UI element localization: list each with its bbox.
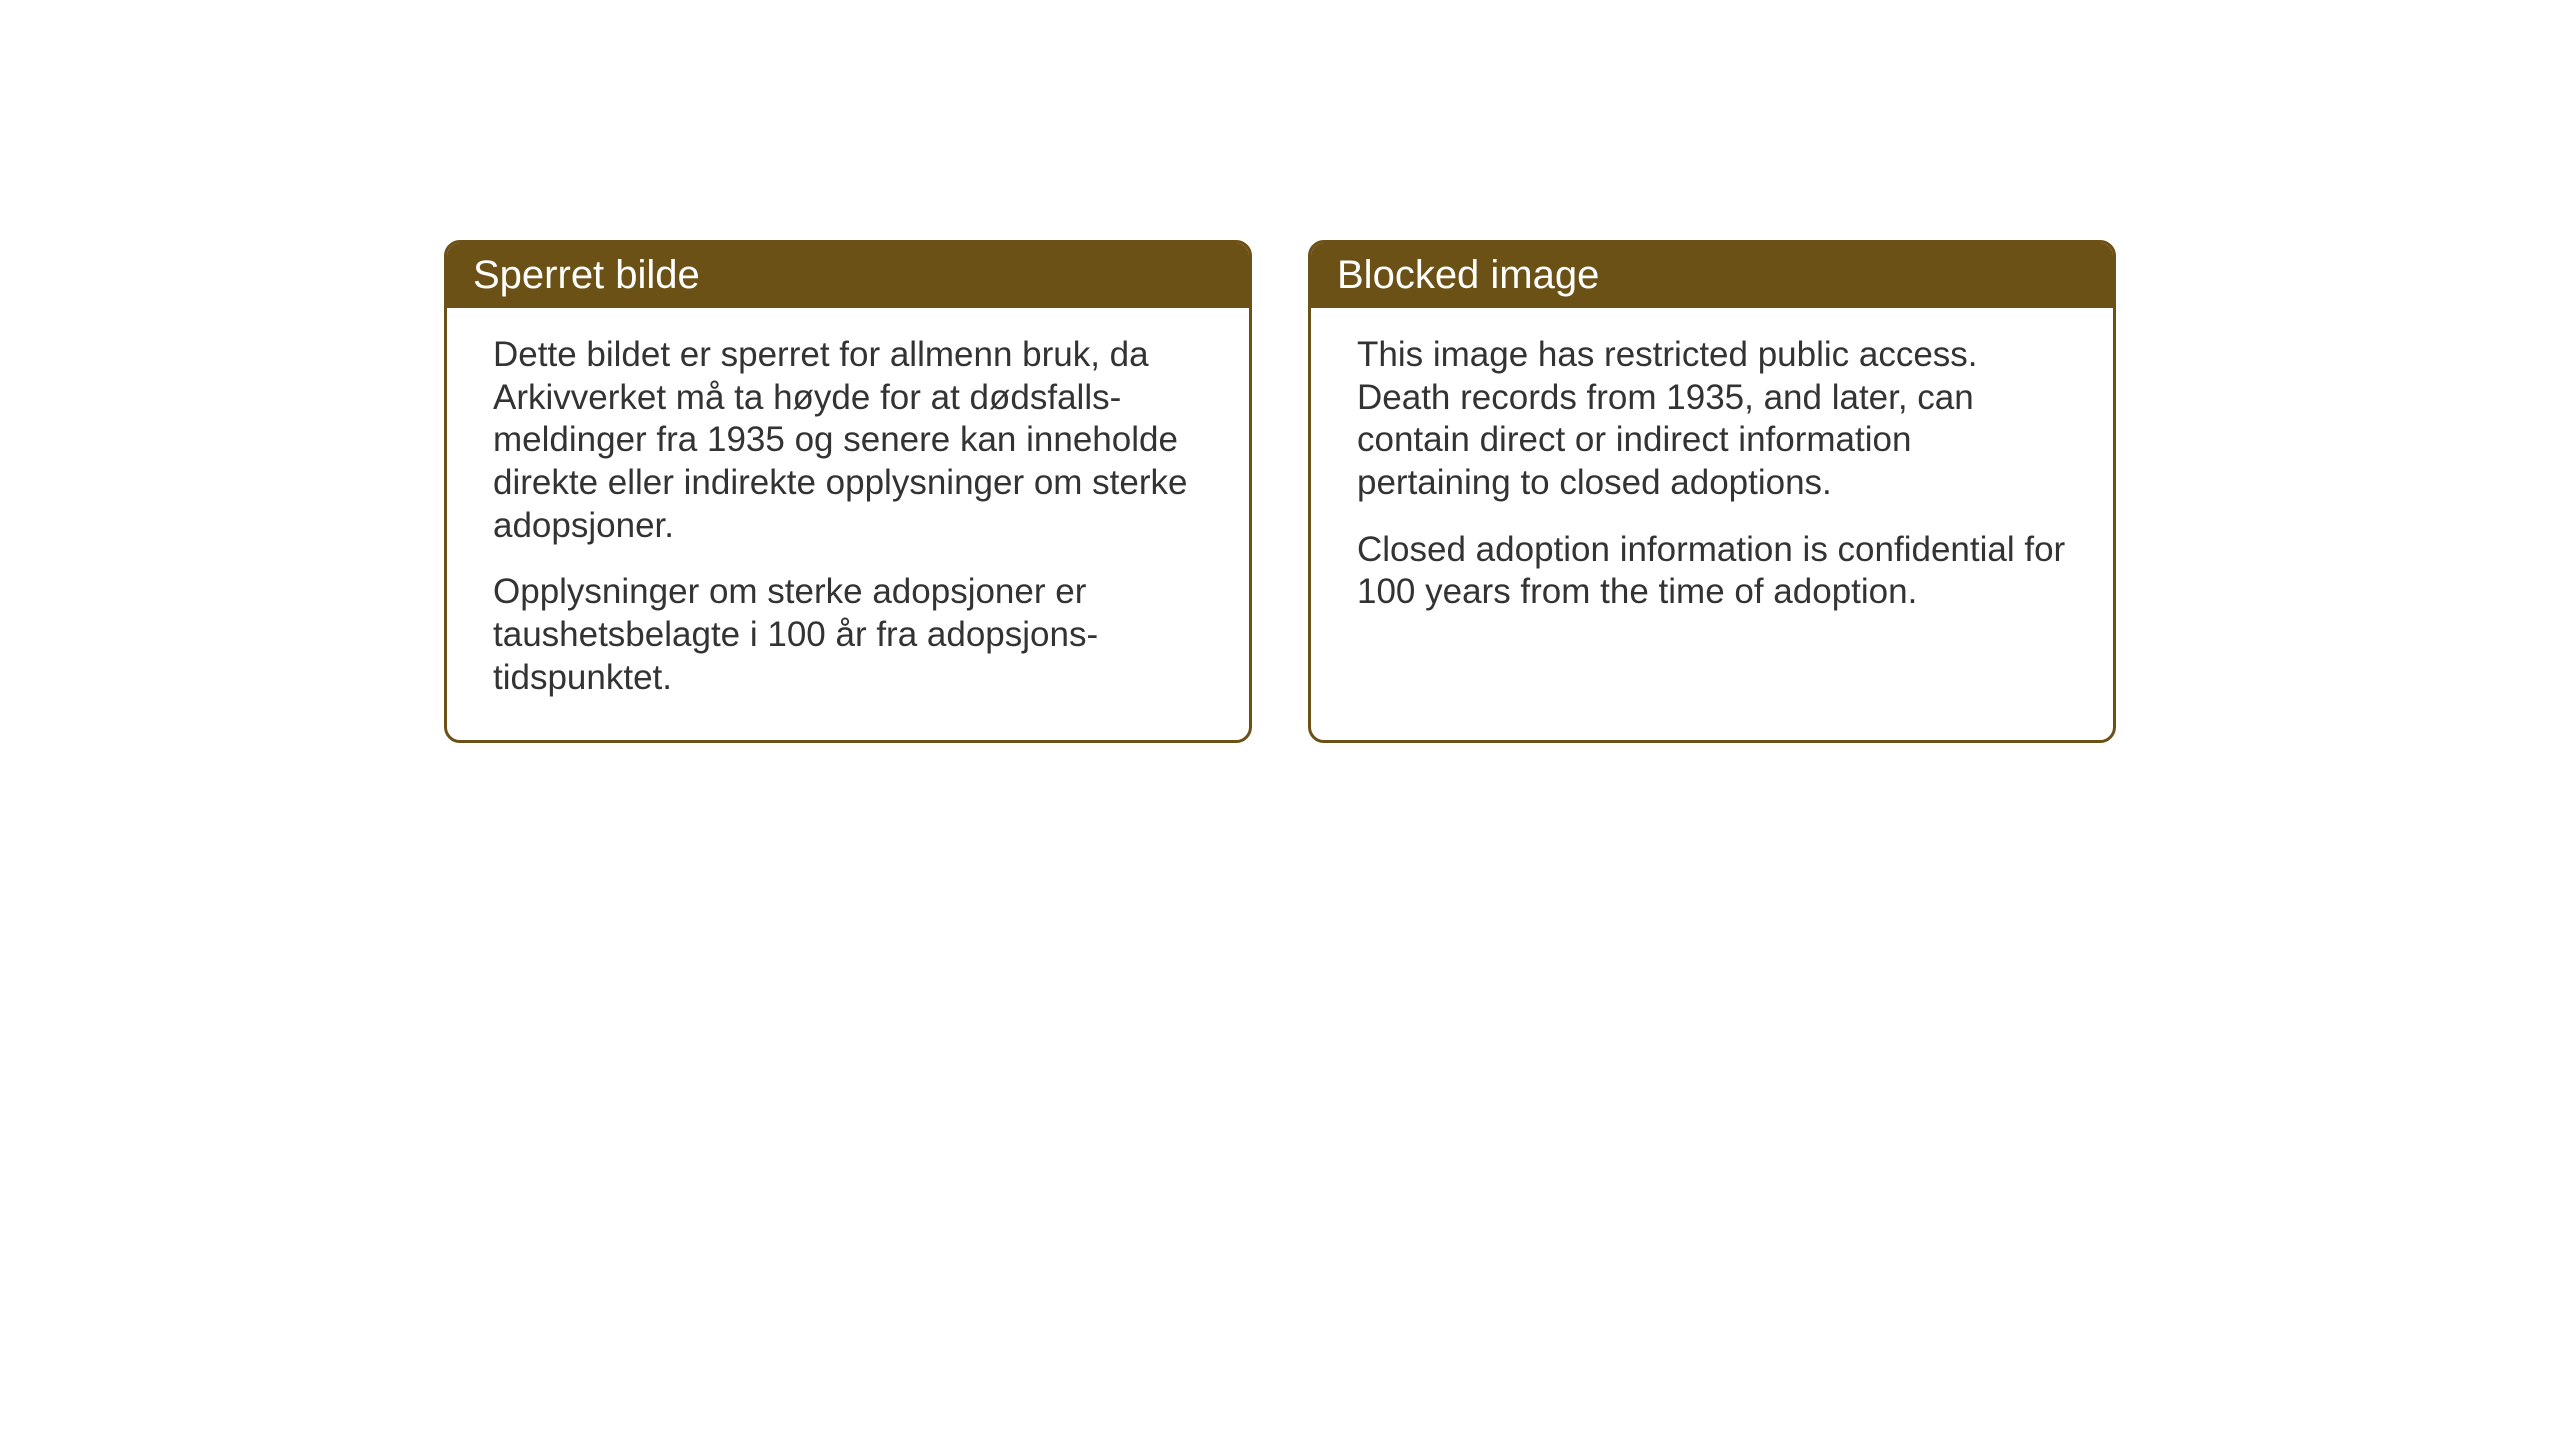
norwegian-card-body: Dette bildet er sperret for allmenn bruk… [447, 308, 1249, 740]
norwegian-paragraph-2: Opplysninger om sterke adopsjoner er tau… [493, 571, 1203, 699]
english-card-header: Blocked image [1311, 243, 2113, 308]
norwegian-card-header: Sperret bilde [447, 243, 1249, 308]
english-card: Blocked image This image has restricted … [1308, 240, 2116, 743]
norwegian-card: Sperret bilde Dette bildet er sperret fo… [444, 240, 1252, 743]
english-card-title: Blocked image [1337, 253, 1599, 297]
cards-container: Sperret bilde Dette bildet er sperret fo… [444, 240, 2116, 743]
norwegian-paragraph-1: Dette bildet er sperret for allmenn bruk… [493, 334, 1203, 547]
english-paragraph-1: This image has restricted public access.… [1357, 334, 2067, 505]
english-card-body: This image has restricted public access.… [1311, 308, 2113, 654]
english-paragraph-2: Closed adoption information is confident… [1357, 529, 2067, 614]
norwegian-card-title: Sperret bilde [473, 253, 700, 297]
